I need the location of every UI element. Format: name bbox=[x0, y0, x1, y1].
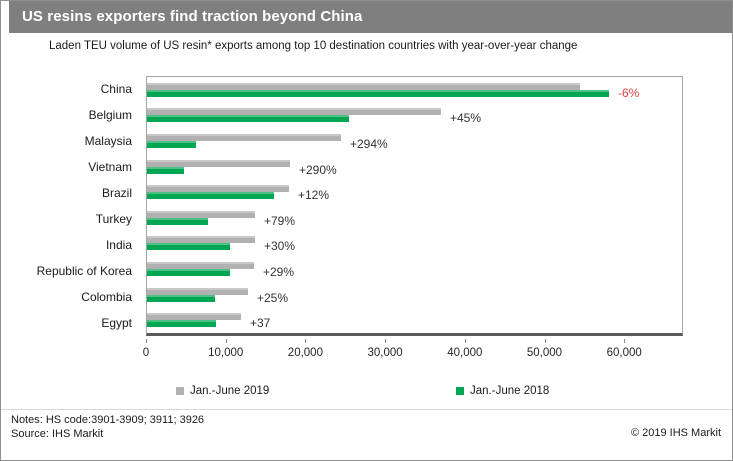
bar-2019 bbox=[147, 108, 442, 116]
bar-2019 bbox=[147, 313, 242, 321]
plot-area: -6% +45% +294% +290% +12% +79% +30% +29% +25% +37 bbox=[146, 76, 683, 336]
x-tick-label: 40,000 bbox=[447, 347, 483, 359]
bar-2019 bbox=[147, 82, 580, 90]
legend-label: Jan.-June 2019 bbox=[190, 385, 270, 397]
bar-2018 bbox=[147, 192, 274, 200]
bar-row: +37 bbox=[147, 307, 682, 333]
bar-2019 bbox=[147, 210, 256, 218]
bar-row: -6% bbox=[147, 77, 682, 103]
change-label: +45% bbox=[450, 111, 482, 126]
category-axis-labels: China Belgium Malaysia Vietnam Brazil Turkey I… bbox=[1, 76, 139, 336]
category-label: Malaysia bbox=[84, 134, 132, 148]
x-tick-mark bbox=[624, 339, 626, 343]
x-tick-label: 50,000 bbox=[526, 347, 563, 359]
change-label: +290% bbox=[299, 162, 337, 177]
change-label: +30% bbox=[264, 239, 296, 254]
legend-swatch-icon bbox=[456, 387, 464, 395]
bar-2018 bbox=[147, 140, 197, 148]
x-tick-mark bbox=[305, 339, 307, 343]
bar-2019 bbox=[147, 287, 249, 295]
x-tick-label: 0 bbox=[142, 347, 150, 359]
x-tick-mark bbox=[544, 339, 546, 343]
bar-2018 bbox=[147, 89, 610, 97]
bar-2019 bbox=[147, 159, 290, 167]
chart-legend: Jan.-June 2019 Jan.-June 2018 bbox=[1, 385, 732, 401]
bar-2018 bbox=[147, 268, 230, 276]
notes-line: Notes: HS code:3901-3909; 3911; 3926 bbox=[11, 414, 205, 426]
copyright-text: © 2019 IHS Markit bbox=[630, 427, 721, 439]
bar-rows: -6% +45% +294% +290% +12% +79% +30% +29% +25% +37 bbox=[147, 77, 682, 333]
x-tick-mark bbox=[146, 339, 147, 343]
footer-divider bbox=[1, 409, 732, 410]
change-label: +25% bbox=[257, 290, 289, 305]
x-tick-label: 30,000 bbox=[367, 347, 403, 359]
bar-row: +29% bbox=[147, 256, 682, 282]
category-label: Republic of Korea bbox=[36, 264, 132, 278]
category-label: India bbox=[105, 238, 132, 252]
change-label: +12% bbox=[298, 188, 330, 203]
bar-2019 bbox=[147, 133, 341, 141]
source-line: Source: IHS Markit bbox=[11, 428, 104, 440]
page-title: US resins exporters find traction beyond… bbox=[9, 1, 732, 33]
x-tick-label: 10,000 bbox=[208, 347, 244, 359]
bar-2018 bbox=[147, 166, 184, 174]
x-tick-mark bbox=[464, 339, 466, 343]
bar-row: +45% bbox=[147, 103, 682, 129]
change-label: +29% bbox=[263, 264, 295, 279]
chart-subtitle: Laden TEU volume of US resin* exports am… bbox=[49, 40, 578, 52]
bar-2019 bbox=[147, 185, 289, 193]
x-tick-label: 60,000 bbox=[606, 347, 642, 359]
category-label: Vietnam bbox=[88, 160, 132, 174]
bar-2019 bbox=[147, 261, 254, 269]
category-label: China bbox=[100, 82, 132, 96]
x-tick-mark bbox=[385, 339, 387, 343]
bar-2018 bbox=[147, 217, 208, 225]
bar-row: +12% bbox=[147, 179, 682, 205]
bar-row: +290% bbox=[147, 154, 682, 180]
change-label: +79% bbox=[264, 213, 296, 228]
bar-row: +79% bbox=[147, 205, 682, 231]
legend-item-2018: Jan.-June 2018 bbox=[456, 385, 549, 397]
bar-2018 bbox=[147, 115, 350, 123]
category-label: Egypt bbox=[101, 316, 132, 330]
legend-label: Jan.-June 2018 bbox=[470, 385, 550, 397]
bar-2018 bbox=[147, 320, 217, 328]
legend-swatch-icon bbox=[176, 387, 184, 395]
change-label: +294% bbox=[350, 136, 388, 151]
change-label: -6% bbox=[618, 85, 640, 100]
category-label: Turkey bbox=[95, 212, 132, 226]
footer-notes: Notes: HS code:3901-3909; 3911; 3926 Sou… bbox=[11, 413, 204, 441]
bar-row: +25% bbox=[147, 282, 682, 308]
change-label: +37 bbox=[250, 316, 271, 331]
category-label: Colombia bbox=[81, 290, 132, 304]
bar-2019 bbox=[147, 236, 255, 244]
bar-2018 bbox=[147, 243, 230, 251]
bar-2018 bbox=[147, 294, 215, 302]
x-tick-mark bbox=[225, 339, 227, 343]
bar-row: +294% bbox=[147, 128, 682, 154]
bar-row: +30% bbox=[147, 231, 682, 257]
category-label: Belgium bbox=[88, 108, 132, 122]
category-label: Brazil bbox=[101, 186, 132, 200]
x-tick-label: 20,000 bbox=[287, 347, 323, 359]
x-axis: 0 10,000 20,000 30,000 40,000 50,000 60,000 bbox=[142, 339, 683, 365]
legend-item-2019: Jan.-June 2019 bbox=[176, 385, 269, 397]
